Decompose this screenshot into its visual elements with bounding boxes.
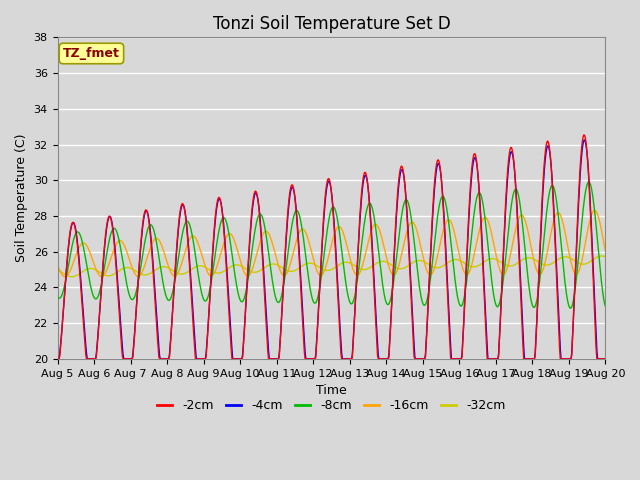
Title: Tonzi Soil Temperature Set D: Tonzi Soil Temperature Set D — [212, 15, 451, 33]
Legend: -2cm, -4cm, -8cm, -16cm, -32cm: -2cm, -4cm, -8cm, -16cm, -32cm — [152, 394, 511, 417]
Y-axis label: Soil Temperature (C): Soil Temperature (C) — [15, 134, 28, 263]
X-axis label: Time: Time — [316, 384, 347, 397]
Text: TZ_fmet: TZ_fmet — [63, 47, 120, 60]
